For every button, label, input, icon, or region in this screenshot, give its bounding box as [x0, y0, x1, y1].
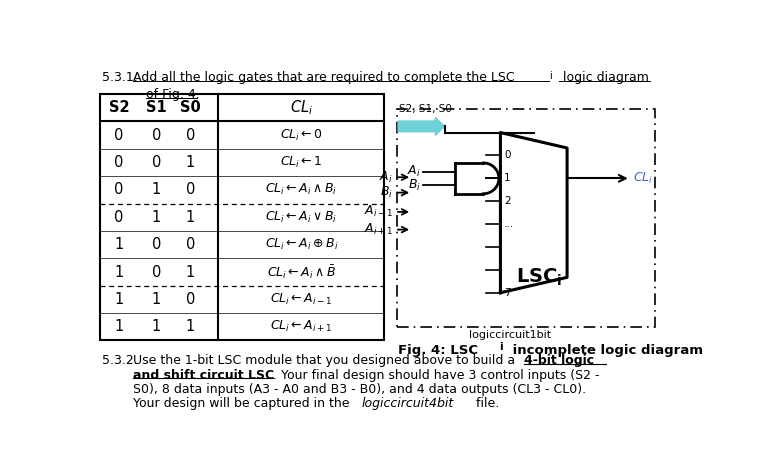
Text: 5.3.1.: 5.3.1.: [102, 71, 138, 84]
Text: S0: S0: [180, 100, 201, 115]
Text: 2: 2: [504, 196, 511, 206]
Text: ...: ...: [504, 219, 515, 229]
Text: 1: 1: [114, 292, 123, 307]
Text: 4-bit logic: 4-bit logic: [524, 354, 594, 367]
Text: $CL_i$: $CL_i$: [633, 171, 653, 186]
Text: 5.3.2.: 5.3.2.: [102, 354, 138, 367]
Text: 0: 0: [186, 292, 195, 307]
Text: $CL_i \leftarrow 1$: $CL_i \leftarrow 1$: [280, 155, 323, 170]
Text: Your design will be captured in the: Your design will be captured in the: [133, 397, 354, 410]
Text: . Your final design should have 3 control inputs (S2 -: . Your final design should have 3 contro…: [272, 368, 599, 382]
Text: i: i: [549, 71, 552, 81]
Text: Use the 1-bit LSC module that you designed above to build a: Use the 1-bit LSC module that you design…: [133, 354, 519, 367]
Text: 7: 7: [504, 288, 511, 298]
Text: 0: 0: [114, 155, 123, 170]
FancyArrow shape: [398, 118, 445, 135]
Text: i: i: [499, 342, 502, 352]
Text: and shift circuit LSC: and shift circuit LSC: [133, 368, 274, 382]
Text: incomplete logic diagram: incomplete logic diagram: [509, 344, 703, 357]
Text: $CL_i \leftarrow A_{i-1}$: $CL_i \leftarrow A_{i-1}$: [270, 292, 332, 307]
Text: 1: 1: [152, 319, 161, 334]
Text: $CL_i \leftarrow A_{i+1}$: $CL_i \leftarrow A_{i+1}$: [270, 319, 332, 334]
Text: 0: 0: [114, 182, 123, 198]
Bar: [397, 109, 656, 327]
Text: 1: 1: [152, 292, 161, 307]
Text: logiccircuit1bit: logiccircuit1bit: [469, 330, 551, 340]
Text: 1: 1: [152, 210, 161, 225]
Text: of Fig. 4.: of Fig. 4.: [146, 88, 200, 101]
Text: $B_i$: $B_i$: [407, 178, 420, 193]
Text: $A_i$: $A_i$: [379, 169, 393, 185]
Text: Add all the logic gates that are required to complete the LSC: Add all the logic gates that are require…: [133, 71, 515, 84]
Text: 1: 1: [114, 319, 123, 334]
Text: logiccircuit4bit: logiccircuit4bit: [362, 397, 454, 410]
Text: 1: 1: [186, 319, 195, 334]
Text: Fig. 4: LSC: Fig. 4: LSC: [398, 344, 478, 357]
Text: $CL_i \leftarrow A_i \wedge B_i$: $CL_i \leftarrow A_i \wedge B_i$: [265, 182, 337, 198]
Text: S2: S2: [109, 100, 130, 115]
Text: 0: 0: [152, 155, 161, 170]
Text: $CL_i \leftarrow A_i \oplus B_i$: $CL_i \leftarrow A_i \oplus B_i$: [265, 237, 338, 252]
Text: 1: 1: [114, 237, 123, 252]
Text: 0: 0: [152, 237, 161, 252]
Text: $B_i$: $B_i$: [380, 185, 393, 200]
Text: $A_i$: $A_i$: [407, 164, 420, 179]
Text: logic diagram: logic diagram: [558, 71, 648, 84]
Text: $CL_i \leftarrow A_i \vee B_i$: $CL_i \leftarrow A_i \vee B_i$: [265, 210, 337, 225]
Text: $\mathbf{LSC_i}$: $\mathbf{LSC_i}$: [516, 267, 562, 288]
Text: 1: 1: [504, 173, 511, 183]
Text: $A_{i-1}$: $A_{i-1}$: [364, 204, 393, 219]
Text: 0: 0: [152, 128, 161, 143]
Text: 1: 1: [114, 265, 123, 279]
Text: 1: 1: [186, 210, 195, 225]
Bar: [100, 94, 384, 340]
Text: S2, S1, S0: S2, S1, S0: [399, 104, 452, 114]
Text: S1: S1: [146, 100, 166, 115]
Text: 0: 0: [186, 128, 195, 143]
Text: 0: 0: [504, 150, 511, 160]
Text: 0: 0: [186, 237, 195, 252]
Text: $\mathit{CL_i}$: $\mathit{CL_i}$: [290, 99, 313, 117]
Text: 0: 0: [114, 128, 123, 143]
Text: $CL_i \leftarrow A_i \wedge \bar{B}$: $CL_i \leftarrow A_i \wedge \bar{B}$: [267, 263, 336, 281]
Text: 0: 0: [114, 210, 123, 225]
Text: file.: file.: [472, 397, 499, 410]
Text: 1: 1: [152, 182, 161, 198]
Text: 1: 1: [186, 155, 195, 170]
Text: S0), 8 data inputs (A3 - A0 and B3 - B0), and 4 data outputs (CL3 - CL0).: S0), 8 data inputs (A3 - A0 and B3 - B0)…: [133, 383, 586, 396]
Text: 1: 1: [186, 265, 195, 279]
Text: $A_{i+1}$: $A_{i+1}$: [364, 222, 393, 237]
Text: $CL_i \leftarrow 0$: $CL_i \leftarrow 0$: [280, 128, 323, 143]
Text: 0: 0: [152, 265, 161, 279]
Text: 0: 0: [186, 182, 195, 198]
